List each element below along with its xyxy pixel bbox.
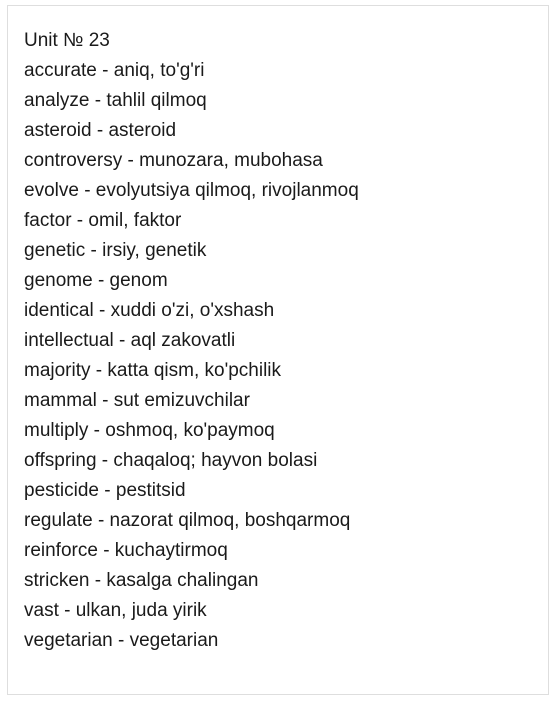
vocab-entry: factor - omil, faktor	[24, 210, 182, 231]
vocab-entry: intellectual - aql zakovatli	[24, 330, 236, 351]
vocabulary-list: Unit № 23 accurate - aniq, to'g'ri analy…	[24, 26, 359, 656]
vocab-entry: controversy - munozara, mubohasa	[24, 150, 323, 171]
vocab-entry: genome - genom	[24, 270, 168, 291]
vocab-entry: pesticide - pestitsid	[24, 480, 186, 501]
vocab-entry: mammal - sut emizuvchilar	[24, 390, 250, 411]
vocab-entry: evolve - evolyutsiya qilmoq, rivojlanmoq	[24, 180, 359, 201]
unit-title: Unit № 23	[24, 30, 110, 51]
vocab-entry: genetic - irsiy, genetik	[24, 240, 207, 261]
vocab-entry: multiply - oshmoq, ko'paymoq	[24, 420, 275, 441]
vocab-entry: analyze - tahlil qilmoq	[24, 90, 207, 111]
vocab-entry: vegetarian - vegetarian	[24, 630, 219, 651]
vocab-entry: vast - ulkan, juda yirik	[24, 600, 207, 621]
vocab-entry: asteroid - asteroid	[24, 120, 177, 141]
vocab-entry: accurate - aniq, to'g'ri	[24, 60, 205, 81]
vocab-entry: majority - katta qism, ko'pchilik	[24, 360, 282, 381]
vocab-entry: regulate - nazorat qilmoq, boshqarmoq	[24, 510, 351, 531]
vocab-entry: reinforce - kuchaytirmoq	[24, 540, 228, 561]
vocab-entry: identical - xuddi o'zi, o'xshash	[24, 300, 275, 321]
vocab-entry: offspring - chaqaloq; hayvon bolasi	[24, 450, 318, 471]
vocabulary-card: Unit № 23 accurate - aniq, to'g'ri analy…	[7, 5, 549, 695]
vocab-entry: stricken - kasalga chalingan	[24, 570, 259, 591]
